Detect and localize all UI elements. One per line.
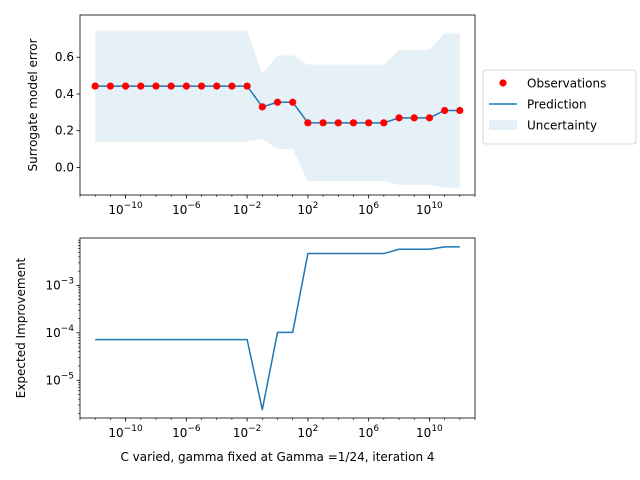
x-tick-label-exponent: −2 — [248, 424, 261, 434]
x-tick-label-base: 10 — [172, 203, 187, 217]
y-tick-label-exponent: −3 — [61, 276, 74, 286]
chart-panel-2: 10−10 10−6 10−2 102 106 101010−510−410−3Expec… — [14, 237, 476, 464]
y-axis-label: Surrogate model error — [26, 38, 40, 171]
axes-frame — [79, 237, 476, 419]
x-tick-label-base: 10 — [358, 426, 373, 440]
y-tick-label-base: 10 — [45, 373, 60, 387]
x-tick-label: 10−6 — [172, 424, 201, 440]
observation-point — [380, 119, 388, 127]
x-tick-label-exponent: −6 — [187, 424, 201, 434]
observation-point — [243, 82, 251, 90]
y-tick-label: 0.2 — [55, 124, 74, 138]
observation-point — [197, 82, 206, 90]
y-axis-label: Expected Improvement — [14, 257, 28, 398]
observation-point — [137, 82, 145, 90]
x-tick-label-base: 10 — [297, 203, 312, 217]
observation-point — [304, 119, 312, 127]
x-tick-label-exponent: −10 — [124, 201, 143, 211]
observation-point — [121, 82, 130, 90]
observation-point — [91, 82, 99, 90]
y-tick-label: 0.6 — [55, 50, 74, 64]
y-tick-label: 0.0 — [55, 160, 74, 174]
x-tick-label-base: 10 — [416, 426, 431, 440]
legend-label: Prediction — [527, 98, 587, 112]
observation-point — [334, 119, 342, 127]
y-tick-label: 0.4 — [55, 87, 74, 101]
observation-point — [365, 119, 373, 127]
x-tick-label: 10−10 — [108, 201, 143, 217]
x-tick-label: 10−10 — [108, 424, 143, 440]
observation-point — [152, 82, 160, 90]
x-tick-label-exponent: 6 — [373, 201, 379, 211]
y-tick-label-exponent: −5 — [61, 371, 74, 381]
x-tick-label-exponent: 2 — [313, 201, 319, 211]
observation-point — [395, 114, 403, 122]
x-tick-label: 10−6 — [172, 201, 201, 217]
x-tick-label-base: 10 — [297, 426, 312, 440]
x-tick-label: 10−2 — [233, 201, 262, 217]
observation-point — [289, 98, 297, 106]
x-tick-label-exponent: −2 — [248, 201, 261, 211]
observation-point — [167, 82, 175, 90]
observation-point — [425, 114, 434, 122]
y-tick-label: 10−5 — [45, 371, 74, 387]
x-tick-label-base: 10 — [108, 203, 123, 217]
legend: Observations Prediction Uncertainty — [482, 69, 637, 145]
x-tick-label-exponent: 2 — [313, 424, 319, 434]
expected-improvement-line — [95, 246, 460, 411]
y-tick-label-base: 10 — [45, 326, 60, 340]
y-tick-label-base: 10 — [45, 278, 60, 292]
observation-point — [213, 82, 221, 90]
x-tick-label-base: 10 — [233, 426, 248, 440]
y-tick-label: 10−3 — [45, 276, 74, 292]
x-tick-label-exponent: 10 — [431, 201, 443, 211]
legend-marker-observations — [499, 79, 507, 87]
x-tick-label-exponent: 6 — [373, 424, 379, 434]
x-axis-label: C varied, gamma fixed at Gamma =1/24, it… — [120, 450, 434, 464]
legend-label: Observations — [527, 77, 606, 91]
observation-point — [273, 98, 282, 106]
observation-point — [106, 82, 114, 90]
x-tick-label-base: 10 — [233, 203, 248, 217]
legend-label: Uncertainty — [527, 119, 597, 133]
x-tick-label-exponent: −6 — [187, 201, 201, 211]
observation-point — [441, 106, 449, 115]
x-tick-label-base: 10 — [172, 426, 187, 440]
x-tick-label-base: 10 — [358, 203, 373, 217]
uncertainty-band — [95, 30, 460, 188]
chart-panel-1: 10−10 10−6 10−2 102 106 10100.00.20.40.6Surro… — [26, 14, 637, 217]
x-tick-label: 106 — [358, 201, 379, 217]
y-tick-label: 10−4 — [45, 324, 74, 340]
y-tick-label-exponent: −4 — [61, 324, 75, 334]
legend-box — [482, 69, 637, 145]
x-tick-label: 10−2 — [233, 424, 262, 440]
observation-point — [319, 119, 327, 127]
observation-point — [349, 119, 358, 127]
x-tick-label-exponent: 10 — [431, 424, 443, 434]
observation-point — [258, 103, 266, 111]
observation-point — [456, 106, 464, 115]
legend-patch-uncertainty — [489, 120, 517, 130]
x-tick-label: 102 — [297, 201, 318, 217]
observation-point — [182, 82, 190, 90]
x-tick-label-base: 10 — [108, 426, 123, 440]
x-tick-label: 1010 — [416, 201, 443, 217]
x-tick-label-base: 10 — [416, 203, 431, 217]
x-tick-label: 106 — [358, 424, 379, 440]
x-tick-label: 1010 — [416, 424, 443, 440]
observation-point — [410, 114, 418, 122]
x-tick-label: 102 — [297, 424, 318, 440]
x-tick-label-exponent: −10 — [124, 424, 143, 434]
observation-point — [228, 82, 236, 90]
